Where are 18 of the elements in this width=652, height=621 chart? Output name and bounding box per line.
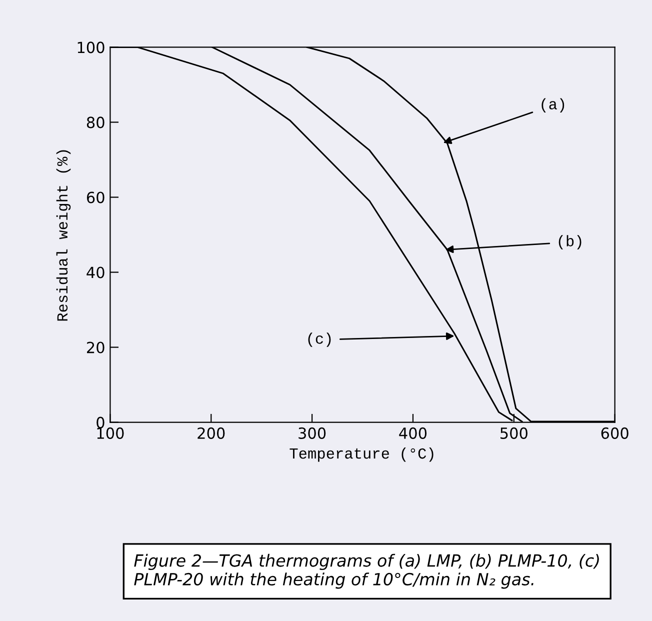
- y-tick-label: 100: [78, 42, 104, 54]
- x-tick-label: 200: [198, 427, 225, 439]
- x-tick-label: 100: [97, 427, 124, 439]
- x-tick-label: 500: [500, 427, 528, 439]
- y-tick-label: 20: [87, 342, 104, 354]
- x-tick-label: 300: [298, 427, 326, 439]
- y-tick-label: 60: [86, 192, 104, 204]
- x-axis-title: Temperature (°C): [290, 447, 434, 462]
- x-tick-label: 400: [399, 427, 427, 439]
- y-tick-label: 40: [86, 266, 104, 278]
- y-axis-title: Residual weight (%): [56, 150, 71, 321]
- y-tick-label: 0: [96, 416, 104, 428]
- caption: Figure 2—TGA thermograms of (a) LMP, (b) PLMP-10, (c) PLMP-20 with the heating of 10°C/min in N₂ gas.: [134, 554, 599, 589]
- annotation: (b): [558, 235, 582, 250]
- y-tick-label: 80: [86, 116, 104, 128]
- annotation: (c): [308, 332, 331, 347]
- x-tick-label: 600: [601, 427, 628, 439]
- annotation: (a): [542, 98, 564, 112]
